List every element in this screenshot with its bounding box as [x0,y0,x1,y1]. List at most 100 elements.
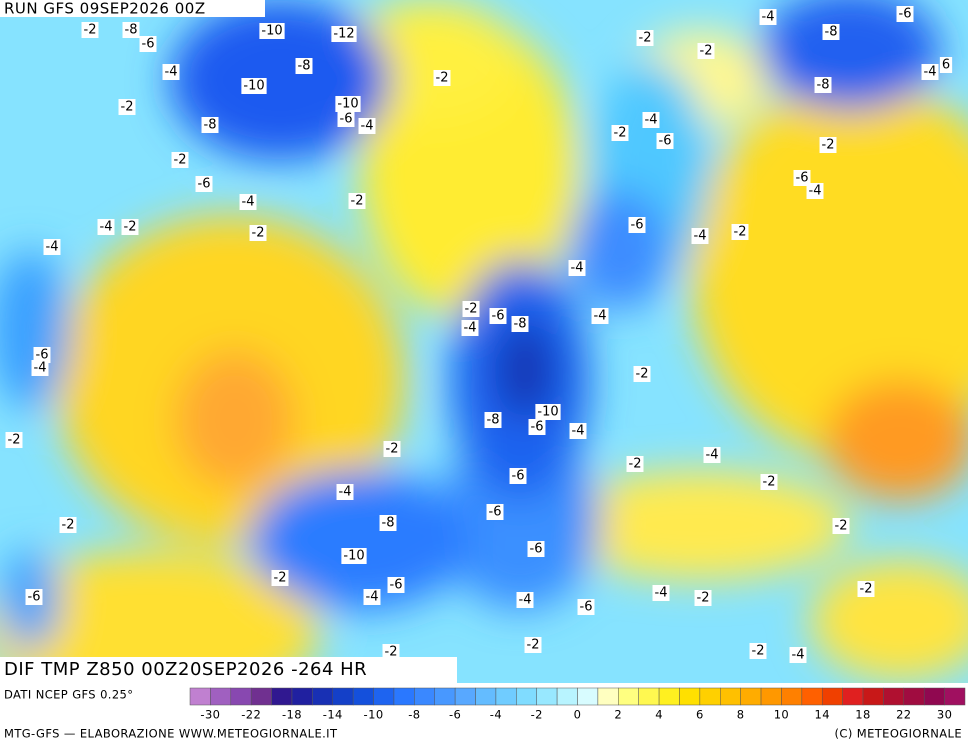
colorbar-box [230,687,252,706]
contour-label-box [379,515,397,531]
contour-label-box [921,64,939,80]
contour-label: -6 [36,348,49,363]
contour-label-box [628,217,646,233]
contour-label-box [814,77,832,93]
colorbar-tick-label: -18 [282,708,302,722]
contour-label-box [382,644,400,660]
contour-label-box [760,474,778,490]
contour-label: -4 [924,65,937,80]
contour-label: -2 [700,44,713,59]
contour-label: -4 [594,309,607,324]
contour-label: -6 [390,578,403,593]
contour-label-box [118,99,136,115]
contour-label: -2 [386,442,399,457]
contour-label: 6 [942,58,950,73]
colorbar-tick-label: -2 [531,708,543,722]
colorbar-box [618,687,639,706]
contour-label: -2 [734,225,747,240]
colorbar-box [577,687,599,706]
contour-label-box [122,22,140,38]
contour-label: -2 [174,153,187,168]
contour-label-box [249,225,267,241]
field-title: DIF TMP Z850 00Z20SEP2026 -264 HR [4,659,367,680]
contour-label-box [162,64,180,80]
contour-label: -12 [333,27,354,42]
copyright: (C) METEOGIORNALE [835,727,962,741]
colorbar-box [291,687,313,706]
contour-label-box [832,518,850,534]
contour-label-box [759,9,777,25]
run-box [0,0,265,17]
colorbar-box [801,687,823,706]
contour-label-box [341,548,367,564]
contour-label-box [694,590,712,606]
contour-label-box [697,43,715,59]
colorbar-tick-label: 10 [774,708,789,722]
contour-label-box [358,118,376,134]
contour-label: -4 [706,448,719,463]
contour-label-box [489,308,507,324]
contour-label: -6 [340,112,353,127]
colorbar-box [638,687,660,706]
contour-label-box [5,432,23,448]
colorbar-box [597,687,619,706]
contour-label: -2 [636,367,649,382]
contour-label-box [857,581,875,597]
colorbar-tick-label: 4 [655,708,663,722]
colorbar-tick-label: -30 [200,708,220,722]
contour-label: -2 [8,433,21,448]
contour-label-box [569,423,587,439]
contour-label-box [241,78,267,94]
contour-label-box [819,137,837,153]
contour-label: -4 [519,593,532,608]
contour-label-box [731,224,749,240]
contour-label: -4 [366,590,379,605]
contour-label-box [636,30,654,46]
contour-label: -2 [84,23,97,38]
colorbar-tick-label: -8 [408,708,420,722]
colorbar-box [842,687,864,706]
contour-label-box [383,441,401,457]
contour-label: -2 [629,457,642,472]
contour-label: -4 [809,184,822,199]
colorbar-box [352,687,374,706]
contour-label-box [201,117,219,133]
contour-label: -6 [512,469,525,484]
contour-label: -8 [298,59,311,74]
colorbar-tick-label: 0 [574,708,582,722]
contour-label-box [486,504,504,520]
contour-label: -6 [899,7,912,22]
colorbar-tick-label: 30 [937,708,952,722]
contour-label: -2 [752,644,765,659]
contour-label: -4 [572,424,585,439]
colorbar-tick-label: 14 [815,708,830,722]
contour-label-box [31,360,49,376]
colorbar-box [434,687,456,706]
contour-label: -4 [165,65,178,80]
colorbar-box [699,687,721,706]
contour-label: -10 [261,24,282,39]
contour-label-box [642,112,660,128]
colorbar-box [250,687,272,706]
contour-label-box [25,589,43,605]
contour-label: -8 [487,413,500,428]
contour-label: -4 [464,321,477,336]
contour-label-box [591,308,609,324]
contour-label: -2 [465,302,478,317]
contour-label: -4 [792,648,805,663]
contour-label: -4 [571,261,584,276]
contour-label: -6 [659,134,672,149]
contour-label: -6 [492,309,505,324]
contour-label-box [43,239,61,255]
contour-label-box [337,111,355,127]
colorbar-box [393,687,415,706]
colorbar-box [454,687,476,706]
colorbar-tick-label: 22 [896,708,911,722]
colorbar-box [516,687,537,706]
contour-label: -10 [243,79,264,94]
contour-label-box [524,637,542,653]
contour-label: -8 [825,25,838,40]
contour-label-box [81,22,99,38]
contour-label-box [433,70,451,86]
colorbar-box [679,687,701,706]
